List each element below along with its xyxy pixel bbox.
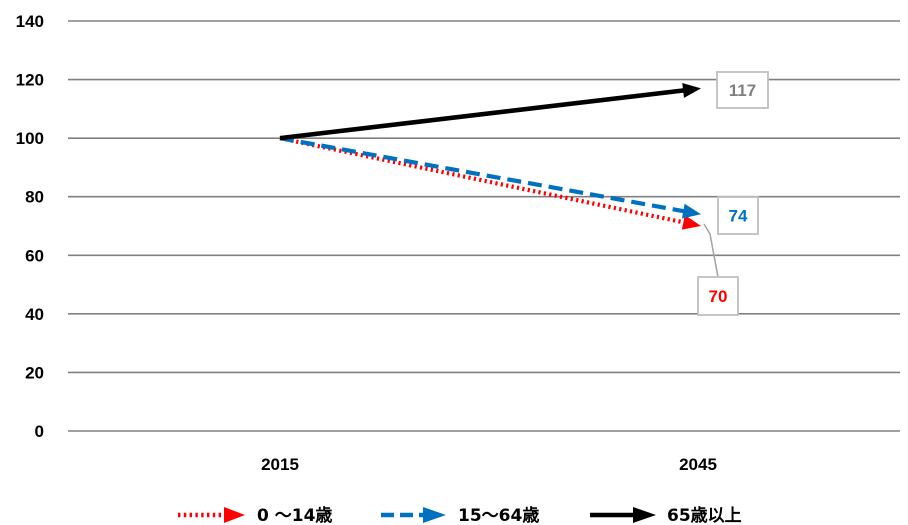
y-tick-label: 100 — [16, 129, 44, 148]
legend-swatch-arrow — [423, 507, 446, 523]
data-label-box — [697, 276, 739, 316]
y-tick-label: 60 — [25, 246, 44, 265]
x-tick-label: 2045 — [679, 455, 717, 474]
legend-swatch-arrow — [633, 507, 656, 523]
y-tick-label: 140 — [16, 12, 44, 31]
x-tick-label: 2015 — [261, 455, 299, 474]
y-tick-label: 40 — [25, 305, 44, 324]
data-label-box — [716, 71, 769, 109]
data-label: 70 — [709, 287, 728, 306]
series-line — [279, 136, 685, 225]
y-tick-label: 80 — [25, 188, 44, 207]
gridlines — [68, 20, 900, 432]
y-tick-label: 120 — [16, 71, 44, 90]
data-labels: 70 74 117 — [697, 71, 769, 316]
data-label: 74 — [729, 207, 748, 226]
leader-line — [703, 223, 719, 278]
data-label-box — [717, 196, 759, 235]
legend-label: 65歳以上 — [667, 505, 742, 525]
series-line — [279, 136, 685, 214]
series-lines — [279, 83, 701, 230]
series-arrowhead — [681, 214, 701, 230]
y-tick-label: 0 — [35, 422, 44, 441]
legend: 0 〜14歳 15〜64歳 65歳以上 — [178, 505, 742, 525]
legend-label: 15〜64歳 — [458, 505, 539, 525]
series-arrowhead — [682, 83, 701, 98]
legend-swatch-arrow — [224, 507, 245, 523]
legend-label: 0 〜14歳 — [257, 505, 332, 525]
y-tick-label: 20 — [25, 363, 44, 382]
x-axis: 2015 2045 — [261, 455, 717, 474]
y-axis: 0 20 40 60 80 100 120 140 — [16, 12, 44, 441]
series-line — [279, 88, 685, 141]
series-arrowhead — [681, 203, 701, 219]
data-label: 117 — [729, 81, 756, 100]
